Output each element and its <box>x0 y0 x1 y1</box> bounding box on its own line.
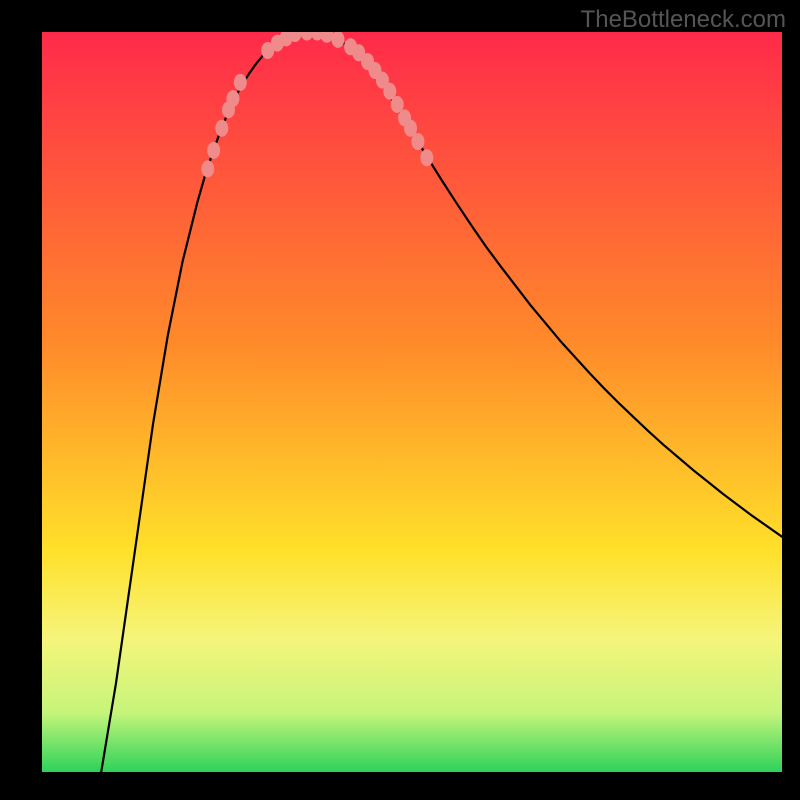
curve-line <box>101 32 782 772</box>
curve-marker <box>215 120 228 137</box>
watermark-text: TheBottleneck.com <box>581 6 786 34</box>
bottleneck-curve-chart <box>42 32 782 772</box>
chart-plot-area <box>42 32 782 772</box>
curve-marker <box>320 32 333 43</box>
curve-marker <box>207 142 220 159</box>
curve-marker <box>234 74 247 91</box>
curve-marker <box>411 133 424 150</box>
curve-marker <box>226 90 239 107</box>
curve-marker <box>332 32 345 48</box>
curve-marker <box>420 149 433 166</box>
curve-marker <box>201 160 214 177</box>
